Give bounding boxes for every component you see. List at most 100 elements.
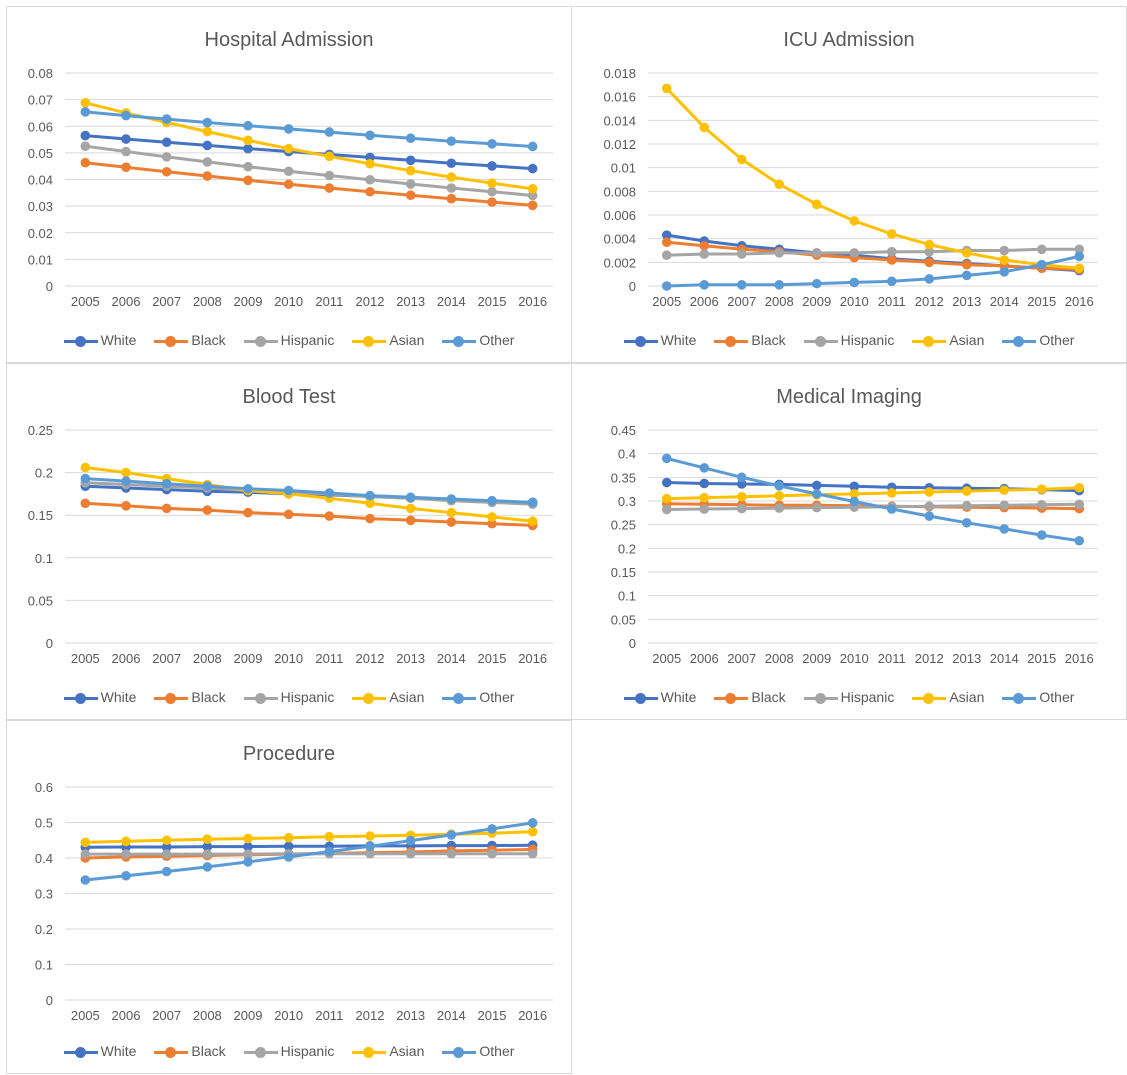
- x-tick-label: 2010: [274, 1008, 303, 1023]
- x-tick-label: 2010: [274, 651, 303, 666]
- legend-swatch: [64, 697, 98, 700]
- data-point-white: [81, 131, 91, 141]
- data-point-other: [81, 474, 91, 484]
- legend-label: Black: [751, 689, 785, 705]
- y-tick-label: 0.45: [611, 423, 636, 438]
- data-point-other: [1074, 252, 1084, 262]
- data-point-asian: [849, 216, 859, 226]
- legend-item-asian: Asian: [912, 332, 984, 348]
- legend-item-other: Other: [1002, 689, 1074, 705]
- y-tick-label: 0.01: [28, 252, 53, 267]
- data-point-hispanic: [406, 179, 416, 189]
- legend-label: Other: [1039, 689, 1074, 705]
- data-point-other: [528, 142, 538, 152]
- y-tick-label: 0.1: [618, 589, 636, 604]
- data-point-black: [284, 510, 294, 520]
- data-point-hispanic: [812, 248, 822, 258]
- data-point-asian: [487, 178, 497, 188]
- data-point-other: [528, 818, 538, 828]
- data-point-black: [284, 179, 294, 189]
- data-point-black: [365, 187, 375, 197]
- data-point-other: [121, 871, 131, 881]
- y-tick-label: 0: [46, 279, 53, 294]
- data-point-asian: [528, 827, 538, 837]
- legend-swatch: [1002, 340, 1036, 343]
- data-point-black: [406, 516, 416, 526]
- data-point-other: [406, 493, 416, 503]
- data-point-black: [121, 162, 131, 172]
- data-point-asian: [528, 516, 538, 526]
- y-tick-label: 0.006: [603, 208, 636, 223]
- x-tick-label: 2005: [652, 294, 681, 309]
- legend-label: Other: [479, 689, 514, 705]
- data-point-asian: [81, 98, 91, 108]
- data-point-asian: [284, 144, 294, 154]
- y-tick-label: 0: [46, 993, 53, 1008]
- legend-item-black: Black: [154, 1043, 225, 1059]
- y-tick-label: 0.05: [28, 146, 53, 161]
- series-line-asian: [667, 488, 1080, 499]
- data-point-other: [284, 124, 294, 134]
- data-point-white: [162, 137, 172, 147]
- data-point-asian: [162, 835, 172, 845]
- data-point-asian: [365, 831, 375, 841]
- data-point-white: [203, 141, 213, 151]
- x-tick-label: 2010: [840, 294, 869, 309]
- x-tick-label: 2016: [518, 1008, 547, 1023]
- x-tick-label: 2010: [274, 294, 303, 309]
- x-tick-label: 2010: [840, 651, 869, 666]
- data-point-other: [774, 481, 784, 491]
- data-point-black: [162, 504, 172, 514]
- legend-item-hispanic: Hispanic: [804, 689, 895, 705]
- y-tick-label: 0.2: [35, 922, 53, 937]
- data-point-black: [121, 501, 131, 511]
- y-tick-label: 0.15: [611, 565, 636, 580]
- data-point-asian: [243, 834, 253, 844]
- data-point-asian: [121, 837, 131, 847]
- x-tick-label: 2011: [878, 651, 906, 666]
- data-point-other: [849, 278, 859, 288]
- data-point-black: [203, 505, 213, 515]
- data-point-asian: [774, 491, 784, 501]
- x-tick-label: 2008: [765, 651, 794, 666]
- data-point-other: [487, 139, 497, 149]
- legend-label: Other: [479, 332, 514, 348]
- x-tick-label: 2015: [478, 1008, 507, 1023]
- data-point-other: [487, 824, 497, 834]
- data-point-white: [699, 479, 709, 489]
- x-tick-label: 2009: [234, 651, 263, 666]
- data-point-hispanic: [924, 501, 934, 511]
- y-tick-label: 0.016: [603, 90, 636, 105]
- data-point-other: [924, 274, 934, 284]
- data-point-other: [81, 107, 91, 117]
- data-point-asian: [737, 155, 747, 165]
- x-tick-label: 2009: [234, 1008, 263, 1023]
- data-point-other: [999, 524, 1009, 534]
- legend-label: Black: [751, 332, 785, 348]
- data-point-white: [487, 161, 497, 171]
- data-point-hispanic: [365, 175, 375, 185]
- data-point-hispanic: [121, 147, 131, 157]
- data-point-asian: [447, 172, 457, 182]
- legend-label: Hispanic: [281, 332, 335, 348]
- data-point-asian: [243, 136, 253, 146]
- legend-label: Asian: [949, 332, 984, 348]
- legend-swatch: [64, 1051, 98, 1054]
- legend-swatch: [1002, 697, 1036, 700]
- data-point-other: [325, 847, 335, 857]
- data-point-other: [284, 486, 294, 496]
- data-point-hispanic: [887, 247, 897, 257]
- legend-label: Hispanic: [841, 689, 895, 705]
- y-tick-label: 0.008: [603, 184, 636, 199]
- data-point-black: [81, 498, 91, 508]
- data-point-asian: [365, 159, 375, 169]
- y-tick-label: 0.06: [28, 119, 53, 134]
- y-tick-label: 0.3: [618, 494, 636, 509]
- data-point-other: [849, 497, 859, 507]
- data-point-other: [699, 463, 709, 473]
- x-tick-label: 2009: [802, 651, 831, 666]
- legend-label: Hispanic: [841, 332, 895, 348]
- data-point-asian: [406, 504, 416, 514]
- data-point-hispanic: [662, 250, 672, 260]
